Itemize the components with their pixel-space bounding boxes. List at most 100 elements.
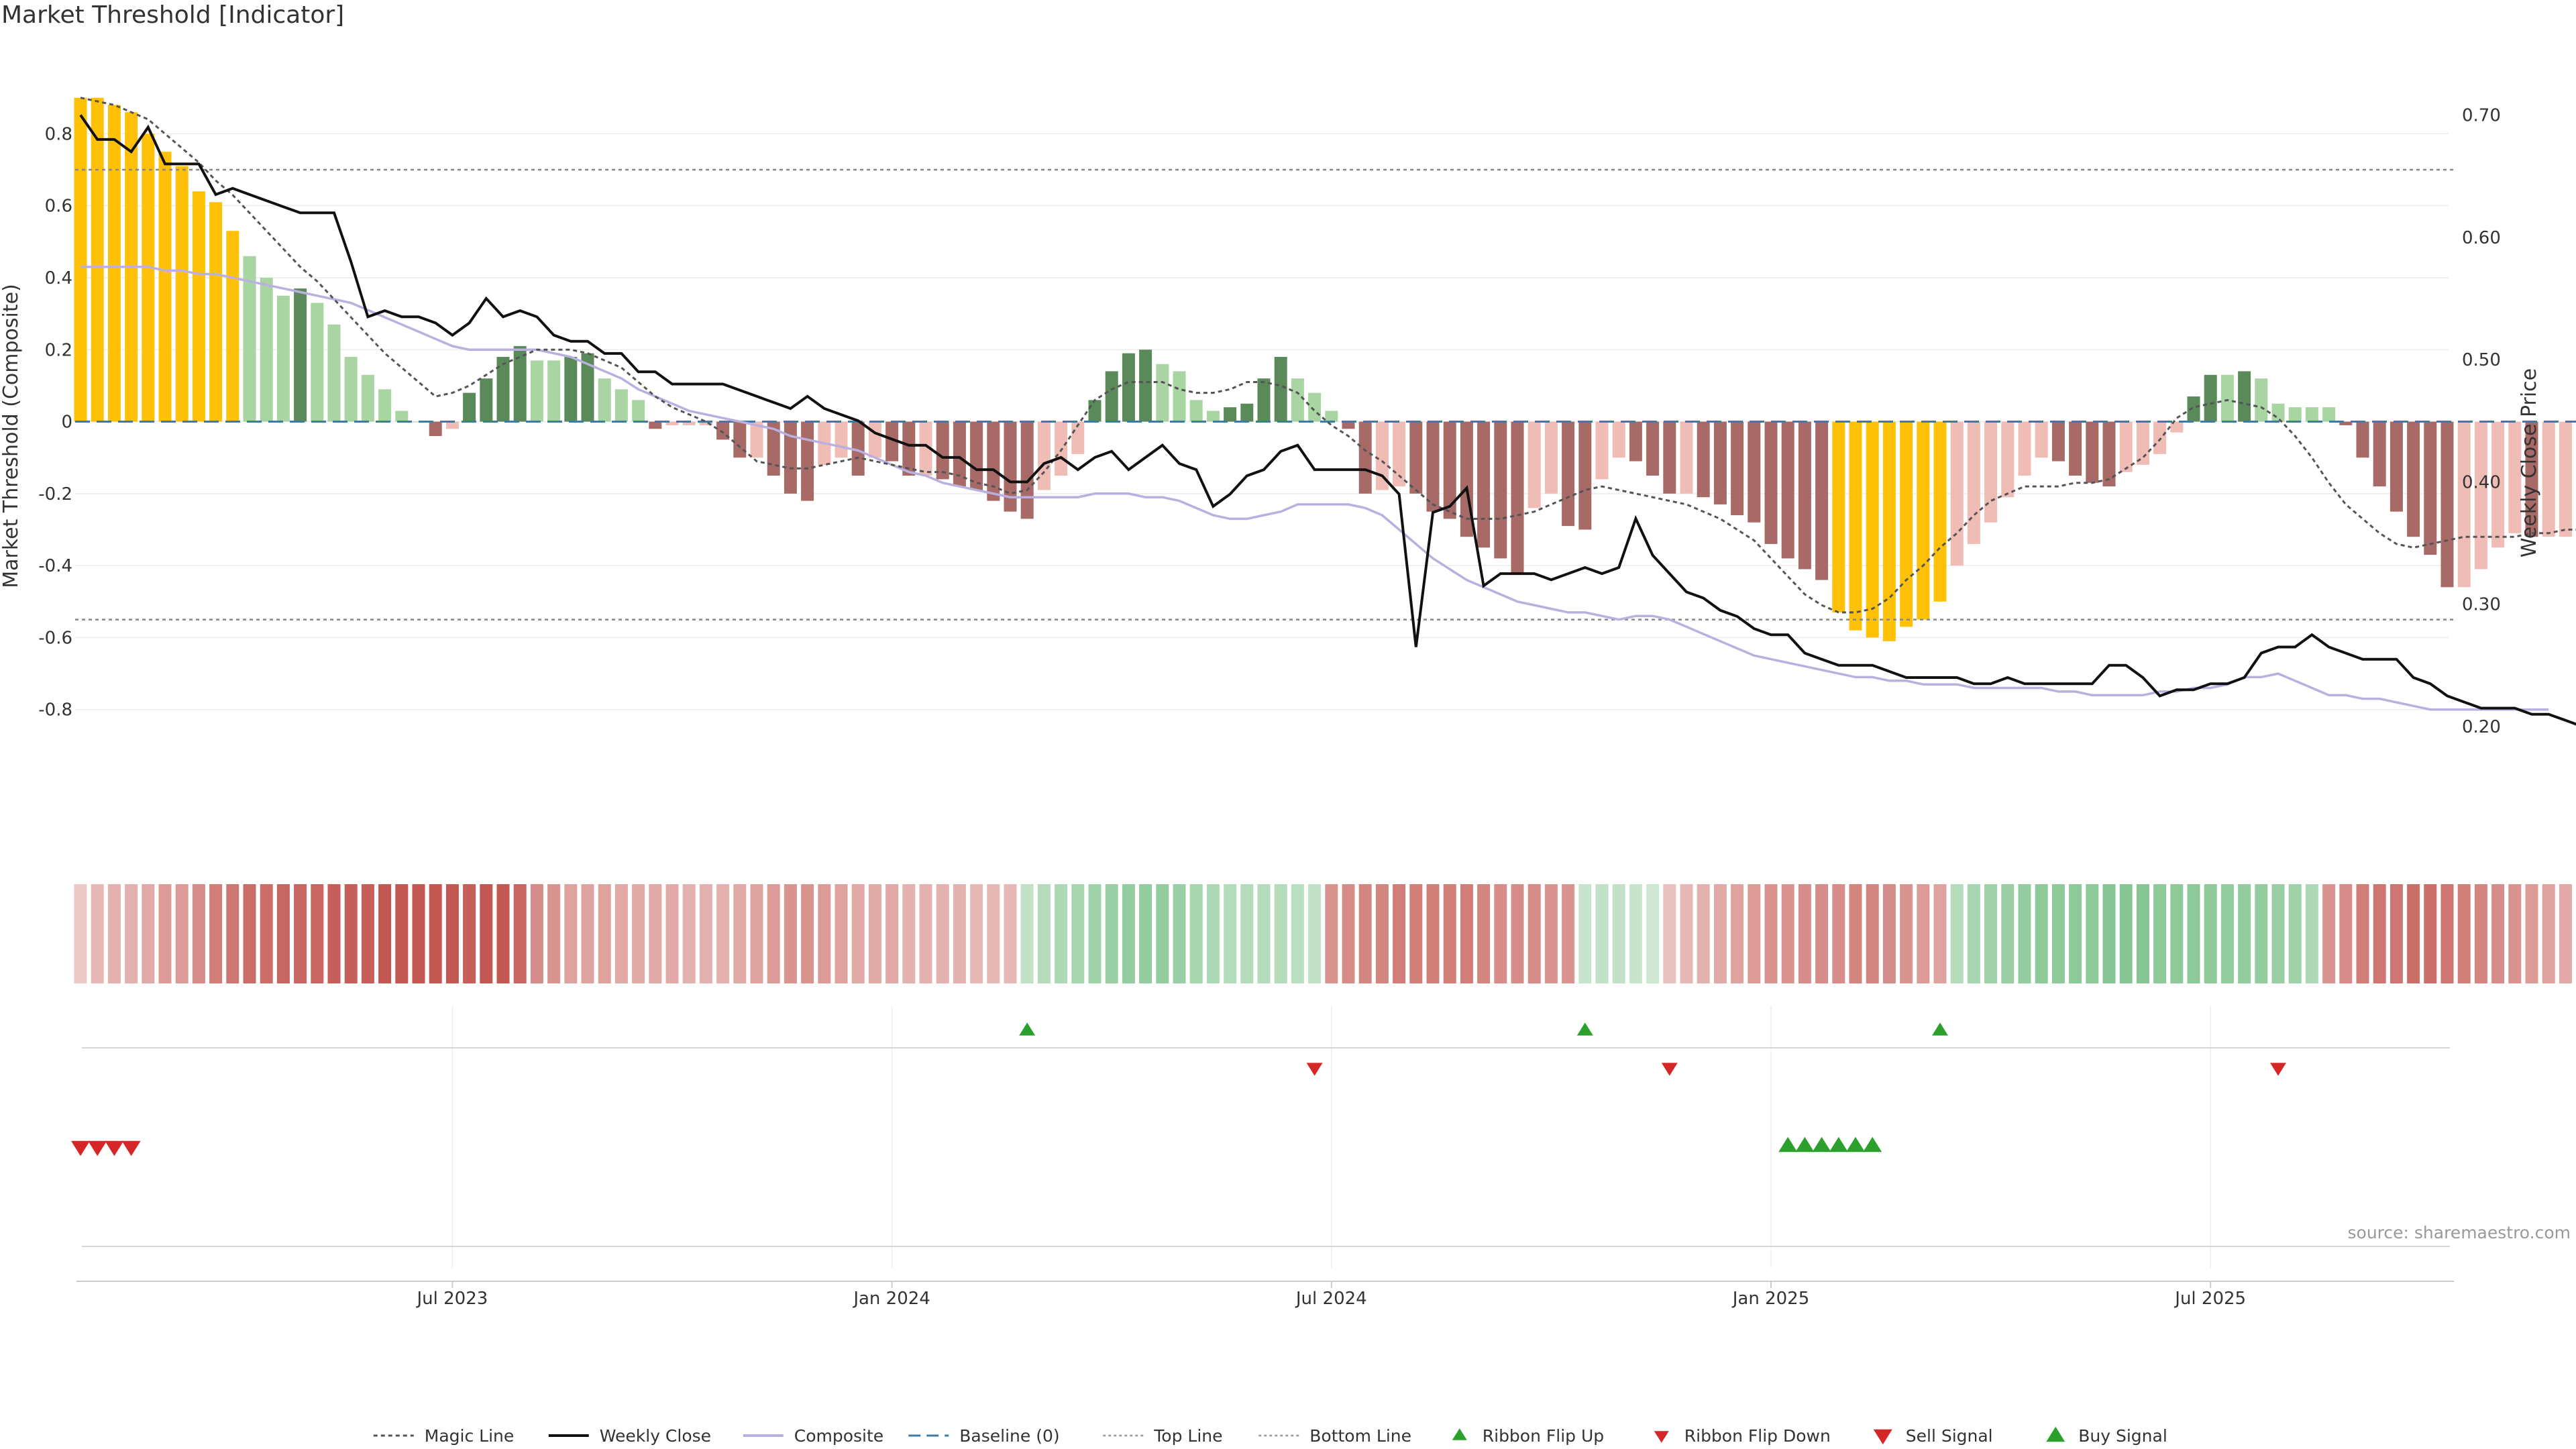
ribbon-cell — [74, 884, 87, 983]
composite-bar — [1950, 421, 1964, 566]
ribbon-cell — [2220, 884, 2234, 983]
composite-bar — [327, 324, 341, 422]
ribbon-cell — [378, 884, 392, 983]
composite-bar — [2136, 421, 2149, 465]
ribbon-cell — [513, 884, 527, 983]
ribbon-cell — [851, 884, 865, 983]
composite-bar — [547, 360, 561, 422]
composite-bar — [665, 421, 679, 425]
composite-bar — [1984, 421, 1998, 523]
composite-bar — [1832, 421, 1845, 612]
ribbon-cell — [1917, 884, 1930, 983]
ribbon-cell — [445, 884, 459, 983]
composite-bar — [2373, 421, 2386, 487]
ribbon-cell — [1629, 884, 1642, 983]
composite-bar — [192, 191, 205, 422]
ribbon-cell — [1697, 884, 1710, 983]
composite-bar — [1189, 400, 1203, 422]
composite-bar — [209, 202, 223, 422]
composite-bar — [750, 421, 763, 458]
composite-bar — [2424, 421, 2437, 555]
ribbon-cell — [1055, 884, 1068, 983]
composite-bar — [445, 421, 459, 429]
composite-bar — [1375, 421, 1389, 490]
ribbon-cell — [1798, 884, 1811, 983]
composite-bar — [1882, 421, 1896, 641]
ribbon-cell — [209, 884, 223, 983]
ribbon-flip-up-marker — [1019, 1022, 1036, 1036]
ribbon-cell — [2305, 884, 2318, 983]
ribbon-cell — [1663, 884, 1676, 983]
composite-bar — [1224, 407, 1237, 422]
ribbon-cell — [1866, 884, 1879, 983]
composite-bar — [716, 421, 730, 440]
composite-bar — [2086, 421, 2099, 483]
ribbon-cell — [2407, 884, 2420, 983]
ribbon-cell — [1527, 884, 1541, 983]
composite-bar — [851, 421, 865, 476]
composite-bar — [1595, 421, 1609, 480]
ribbon-cell — [2238, 884, 2251, 983]
composite-bar — [1156, 364, 1169, 422]
legend-label: Bottom Line — [1309, 1426, 1411, 1446]
composite-bar — [2491, 421, 2505, 548]
ribbon-cell — [276, 884, 290, 983]
ribbon-cell — [936, 884, 949, 983]
ribbon-cell — [480, 884, 493, 983]
composite-bar — [107, 105, 121, 422]
weekly-close-line — [79, 114, 2576, 726]
composite-bar — [801, 421, 814, 501]
legend-label: Composite — [794, 1426, 883, 1446]
series-lines — [75, 97, 2576, 726]
composite-bar — [1088, 400, 1102, 422]
ribbon-cell — [1544, 884, 1558, 983]
composite-bar — [1562, 421, 1575, 527]
ribbon-cell — [311, 884, 324, 983]
ribbon-cell — [885, 884, 899, 983]
composite-bar — [1697, 421, 1710, 498]
composite-bar — [2390, 421, 2403, 512]
composite-bar — [2035, 421, 2048, 458]
composite-bar — [2255, 378, 2268, 422]
y-left-tick-label: 0 — [61, 413, 72, 433]
ribbon-cell — [344, 884, 358, 983]
composite-bar — [530, 360, 543, 422]
ribbon-cell — [1562, 884, 1575, 983]
composite-bar — [885, 421, 899, 462]
ribbon-cell — [2086, 884, 2099, 983]
ribbon-cell — [2102, 884, 2116, 983]
ribbon-cell — [158, 884, 172, 983]
ribbon-cell — [2255, 884, 2268, 983]
ribbon-cell — [1375, 884, 1389, 983]
ribbon-cell — [2170, 884, 2184, 983]
y-left-tick-label: 0.2 — [45, 340, 72, 360]
y-left-tick-label: 0.8 — [45, 124, 72, 144]
composite-bar — [953, 421, 966, 487]
ribbon-cell — [2322, 884, 2336, 983]
composite-bar — [2018, 421, 2031, 476]
ribbon-flip-down-marker — [2270, 1063, 2286, 1076]
ribbon-cell — [818, 884, 831, 983]
composite-bar — [463, 392, 476, 422]
composite-bar — [2474, 421, 2487, 570]
composite-bar — [2204, 374, 2217, 422]
buy-signal-marker — [1829, 1136, 1848, 1152]
composite-bar — [2525, 421, 2538, 537]
composite-bar — [142, 133, 155, 422]
composite-bar — [2508, 421, 2522, 533]
source-credit: source: sharemaestro.com — [2347, 1223, 2571, 1242]
ribbon-cell — [2424, 884, 2437, 983]
ribbon-cell — [1004, 884, 1017, 983]
composite-bar — [970, 421, 983, 490]
legend: Magic Line Weekly Close Composite Baseline … — [373, 1426, 2167, 1446]
composite-bar — [1748, 421, 1761, 523]
legend-label: Buy Signal — [2078, 1426, 2167, 1446]
gridlines — [75, 133, 2450, 1268]
composite-bar — [311, 303, 324, 422]
ribbon-cell — [1595, 884, 1609, 983]
ribbon-cell — [327, 884, 341, 983]
composite-bar — [1055, 421, 1068, 476]
composite-bar — [378, 389, 392, 422]
ribbon-cell — [2069, 884, 2082, 983]
